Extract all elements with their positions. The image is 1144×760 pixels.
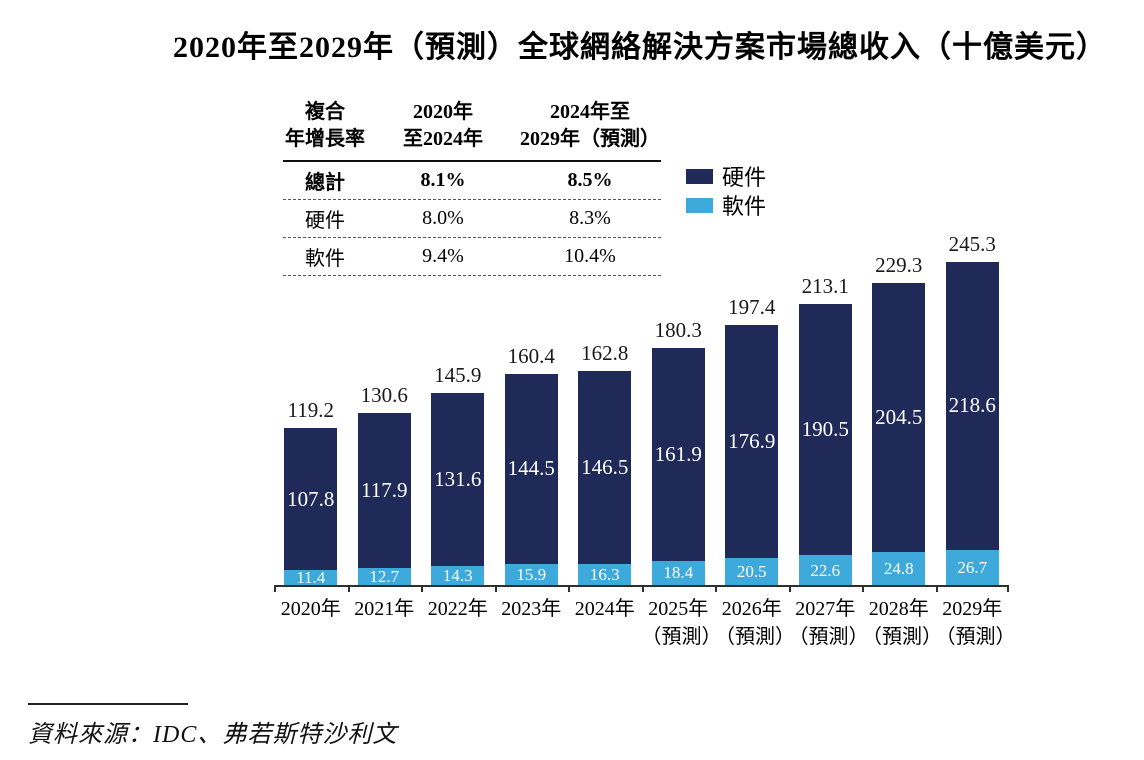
axis-tick: [421, 585, 423, 592]
software-segment: 18.4: [651, 560, 705, 585]
hardware-segment: 107.8: [284, 428, 338, 570]
bar-2027: 213.1 190.5 22.6: [789, 274, 863, 585]
software-segment: 11.4: [284, 569, 338, 586]
bar-2028: 229.3 204.5 24.8: [862, 253, 936, 585]
software-segment: 26.7: [945, 549, 999, 585]
software-segment: 22.6: [798, 555, 852, 585]
cagr-value-2020-2024: 8.0%: [422, 207, 464, 229]
x-label-2028: 2028年 （預測）: [862, 598, 942, 648]
software-segment: 24.8: [872, 552, 926, 585]
x-label-2027: 2027年 （預測）: [788, 598, 869, 648]
row-label: 硬件: [305, 210, 345, 232]
bar-2021: 130.6 117.9 12.7: [348, 383, 422, 585]
hardware-segment: 144.5: [504, 373, 558, 565]
axis-tick: [935, 585, 938, 592]
x-label-2021: 2021年: [354, 598, 415, 620]
x-label-2029: 2029年 （預測）: [935, 598, 1016, 648]
x-label-2023: 2023年: [501, 598, 562, 620]
total-label: 229.3: [875, 253, 923, 278]
axis-tick: [568, 585, 570, 592]
cagr-value-2024-2029: 8.5%: [567, 169, 613, 191]
hardware-segment: 218.6: [945, 261, 999, 550]
row-label: 軟件: [305, 248, 345, 270]
legend-label: 軟件: [722, 194, 767, 219]
software-segment: 12.7: [357, 568, 411, 585]
legend-swatch-icon: [686, 168, 713, 184]
total-label: 213.1: [801, 274, 849, 299]
hardware-segment: 131.6: [431, 392, 485, 567]
axis-tick: [274, 585, 276, 592]
hardware-segment: 190.5: [798, 304, 852, 556]
cagr-value-2020-2024: 9.4%: [422, 245, 464, 267]
x-label-2026: 2026年 （預測）: [715, 598, 795, 648]
hardware-segment: 161.9: [651, 347, 705, 561]
bar-2023: 160.4 144.5 15.9: [495, 344, 569, 585]
total-label: 197.4: [728, 295, 776, 320]
cagr-header-label: 複合 年增長率: [285, 101, 365, 150]
total-label: 145.9: [434, 362, 482, 387]
total-label: 130.6: [360, 383, 408, 408]
cagr-value-2024-2029: 10.4%: [564, 245, 616, 267]
axis-tick: [641, 585, 644, 592]
legend-swatch-icon: [686, 197, 713, 213]
bar-2029: 245.3 218.6 26.7: [936, 232, 1010, 585]
x-axis-labels: 2020年 2021年 2022年 2023年 2024年 2025年 （預測） 2026年（…: [274, 595, 1016, 655]
bar-2025: 180.3 161.9 18.4: [642, 318, 716, 585]
cagr-header-2024-2029: 2024年至 2029年（預測）: [520, 101, 660, 150]
x-label-2025: 2025年 （預測）: [641, 598, 722, 648]
cagr-header-2020-2024: 2020年 至2024年: [403, 101, 483, 150]
cagr-table-header: 複合 年增長率 2020年 至2024年 2024年至 2029年（預測）: [283, 99, 661, 162]
hardware-segment: 176.9: [725, 325, 779, 559]
bar-2020: 119.2 107.8 11.4: [274, 398, 348, 586]
software-segment: 20.5: [725, 558, 779, 585]
source-text: 資料來源：IDC、弗若斯特沙利文: [28, 722, 398, 748]
bar-2024: 162.8 146.5 16.3: [568, 341, 642, 585]
chart-plot: 119.2 107.8 11.4 130.6 117.9 12.7 145.9 131.6 14…: [274, 228, 1010, 592]
cagr-value-2020-2024: 8.1%: [420, 169, 466, 191]
cagr-table-row: 軟件 9.4% 10.4%: [283, 238, 661, 276]
total-label: 162.8: [581, 340, 629, 365]
axis-tick: [788, 585, 791, 592]
cagr-table-row: 總計 8.1% 8.5%: [283, 162, 661, 200]
total-label: 119.2: [287, 398, 334, 423]
legend-item: 硬件: [686, 165, 766, 190]
chart-title: 2020年至2029年（預測）全球網絡解決方案市場總收入（十億美元）: [173, 31, 1107, 64]
legend: 硬件 軟件: [686, 165, 766, 223]
legend-label: 硬件: [722, 165, 767, 190]
total-label: 160.4: [507, 343, 555, 368]
source-divider: [28, 703, 188, 705]
total-label: 245.3: [948, 231, 996, 256]
x-label-2020: 2020年: [280, 598, 341, 620]
hardware-segment: 146.5: [578, 370, 632, 564]
software-segment: 14.3: [431, 566, 485, 585]
bar-2026: 197.4 176.9 20.5: [715, 295, 789, 585]
cagr-table-body: 總計 8.1% 8.5% 硬件 8.0% 8.3% 軟件 9.4% 10.4%: [283, 162, 661, 276]
software-segment: 16.3: [578, 563, 632, 585]
hardware-segment: 204.5: [872, 283, 926, 553]
row-label: 總計: [305, 172, 345, 194]
cagr-table-row: 硬件 8.0% 8.3%: [283, 200, 661, 238]
cagr-value-2024-2029: 8.3%: [569, 207, 611, 229]
bar-2022: 145.9 131.6 14.3: [421, 363, 495, 585]
cagr-table: 複合 年增長率 2020年 至2024年 2024年至 2029年（預測） 總計 8.1% 8…: [283, 99, 661, 276]
x-label-2024: 2024年: [574, 598, 635, 620]
axis-tick: [1007, 585, 1009, 592]
hardware-segment: 117.9: [357, 413, 411, 569]
x-label-2022: 2022年: [427, 598, 488, 620]
axis-tick: [715, 585, 717, 592]
total-label: 180.3: [654, 317, 702, 342]
software-segment: 15.9: [504, 564, 558, 585]
legend-item: 軟件: [686, 194, 766, 219]
axis-tick: [347, 585, 350, 592]
axis-tick: [862, 585, 864, 592]
axis-tick: [494, 585, 497, 592]
